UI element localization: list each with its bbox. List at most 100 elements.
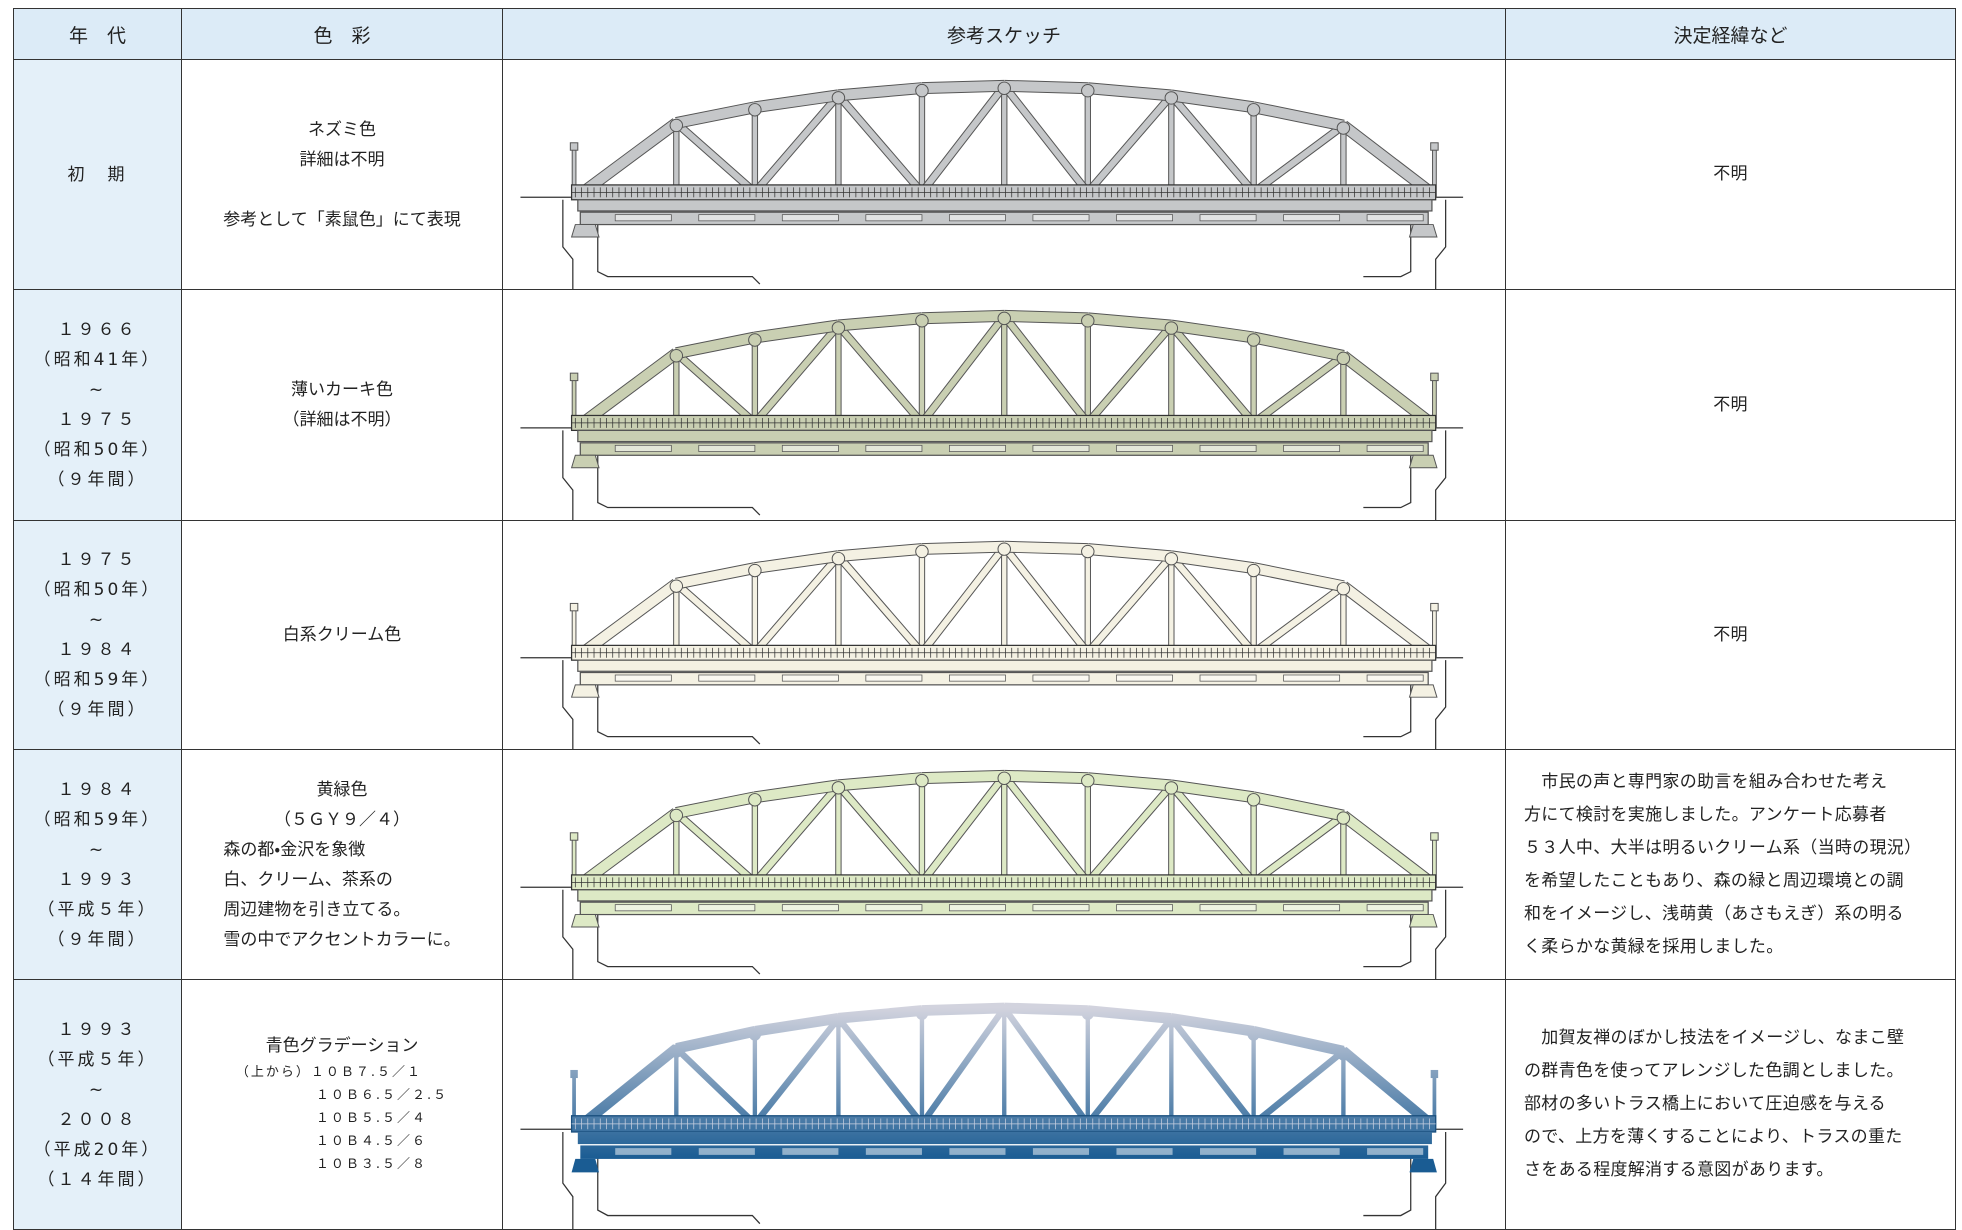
girder-opening: [1199, 444, 1257, 452]
bridge-sketch: [520, 309, 1464, 520]
girder-opening: [615, 1147, 672, 1155]
sketch-cell: [502, 979, 1506, 1230]
bearing: [1408, 454, 1438, 468]
girder-opening: [1366, 444, 1424, 452]
member: [1252, 562, 1345, 591]
period-line: １９８４: [57, 779, 138, 800]
color-details: （上から）１０Ｂ７.５／１ １０Ｂ６.５／２.５ １０Ｂ５.５／４ １０Ｂ４.５／６ １…: [236, 1061, 448, 1176]
member: [1252, 332, 1345, 361]
member: [1168, 92, 1257, 194]
period-line: ２００８: [57, 1109, 138, 1130]
member: [674, 1045, 757, 1126]
sketch-cell: [502, 749, 1506, 980]
member: [1085, 553, 1174, 655]
table-row: １９９３ （平成５年） ~２００８ （平成20年） （１４年間） 青色グラデーション （上か…: [13, 979, 1956, 1230]
bearing: [570, 454, 600, 468]
decision-line: 不明: [1713, 624, 1748, 645]
period-line: ~: [88, 1079, 107, 1100]
member: [1252, 101, 1345, 130]
abutment: [562, 429, 761, 520]
member: [837, 543, 923, 561]
member: [919, 773, 1007, 884]
color-name: 青色グラデーション: [265, 1036, 419, 1056]
gusset: [1246, 102, 1261, 116]
girder-opening: [949, 444, 1006, 452]
gusset: [1337, 1046, 1350, 1061]
girder-opening: [698, 674, 756, 682]
color-name: 詳細は不明: [299, 149, 385, 170]
sketch-cell: [502, 520, 1506, 750]
abutment: [1363, 199, 1447, 289]
member: [675, 332, 756, 358]
period-cell: １９８４ （昭和59年） ~１９９３ （平成５年） （９年間）: [13, 749, 182, 980]
color-name: ネズミ色: [308, 119, 376, 140]
member: [675, 101, 756, 128]
period-line: （平成20年）: [33, 1139, 162, 1160]
member: [1168, 553, 1257, 655]
girder-opening: [698, 1147, 755, 1155]
gusset: [669, 118, 684, 132]
gusset: [1081, 313, 1095, 328]
gusset: [915, 773, 929, 787]
decision-line: 方にて検討を実施しました。アンケート応募者: [1524, 804, 1887, 825]
lamp: [570, 1069, 578, 1078]
member: [1170, 320, 1255, 342]
lamp: [569, 141, 579, 151]
member: [754, 1012, 840, 1037]
member: [1168, 1015, 1257, 1126]
lamp: [569, 831, 579, 841]
abutment: [1363, 429, 1447, 520]
member: [921, 1002, 1005, 1016]
bridge-sketch: [520, 540, 1464, 749]
girder-opening: [1283, 903, 1341, 911]
sketch-cell: [502, 59, 1506, 290]
member: [1251, 352, 1346, 425]
period-cell: １９６６ （昭和41年） ~１９７５ （昭和50年） （９年間）: [13, 289, 182, 521]
girder-opening: [865, 903, 923, 911]
period-line: １９７５: [57, 410, 138, 430]
girder-opening: [1116, 903, 1173, 911]
color-detail: 雪の中でアクセントカラーに。: [223, 929, 461, 950]
decision-line: 加賀友禅のぼかし技法をイメージし、なまこ壁: [1524, 1028, 1905, 1048]
member: [752, 553, 841, 655]
member: [1004, 1002, 1088, 1016]
table-row: 初 期 ネズミ色 詳細は不明 参考として「素鼠色」にて表現 不明: [13, 59, 1956, 290]
period-line: ~: [88, 839, 107, 860]
period-line: （平成５年）: [37, 899, 158, 920]
girder-opening: [1032, 444, 1090, 452]
girder-opening: [949, 674, 1006, 682]
member: [836, 1015, 925, 1126]
member: [1251, 1048, 1346, 1127]
decision-cell: 不明: [1505, 59, 1956, 290]
decision-cell: 不明: [1505, 520, 1956, 750]
member: [1087, 312, 1172, 331]
gusset: [748, 1026, 762, 1041]
member: [579, 1043, 680, 1128]
member: [919, 544, 1007, 655]
girder-opening: [781, 213, 839, 221]
sketch-cell: [502, 289, 1506, 521]
girder-opening: [1200, 1147, 1257, 1155]
gusset: [1081, 773, 1095, 787]
period-cell: １９７５ （昭和50年） ~１９８４ （昭和59年） （９年間）: [13, 520, 182, 750]
color-detail: 周辺建物を引き立てる。: [223, 899, 411, 920]
member: [1251, 583, 1346, 655]
lamp: [569, 372, 579, 381]
color-detail: 白、クリーム、茶系の: [223, 869, 393, 890]
abutment: [1363, 889, 1447, 979]
column-header: 年 代: [13, 8, 182, 60]
member: [1340, 351, 1434, 427]
member: [1340, 1046, 1434, 1128]
member: [1087, 1004, 1172, 1024]
color-history-table: 年 代色 彩参考スケッチ 決定経緯など 初 期 ネズミ色 詳細は不明 参考として「素鼠色…: [13, 8, 1956, 1230]
decision-line: 和をイメージし、浅萌黄（あさもえぎ）系の明る: [1524, 903, 1904, 924]
abutment: [562, 889, 761, 979]
girder-opening: [949, 903, 1006, 911]
lamp: [1430, 831, 1439, 841]
decision-line: ので、上方を薄くすることにより、トラスの重た: [1524, 1127, 1903, 1147]
member: [1085, 1015, 1174, 1126]
gusset: [832, 1013, 845, 1028]
decision-line: 不明: [1713, 394, 1748, 415]
member: [921, 770, 1005, 783]
member: [837, 312, 923, 330]
